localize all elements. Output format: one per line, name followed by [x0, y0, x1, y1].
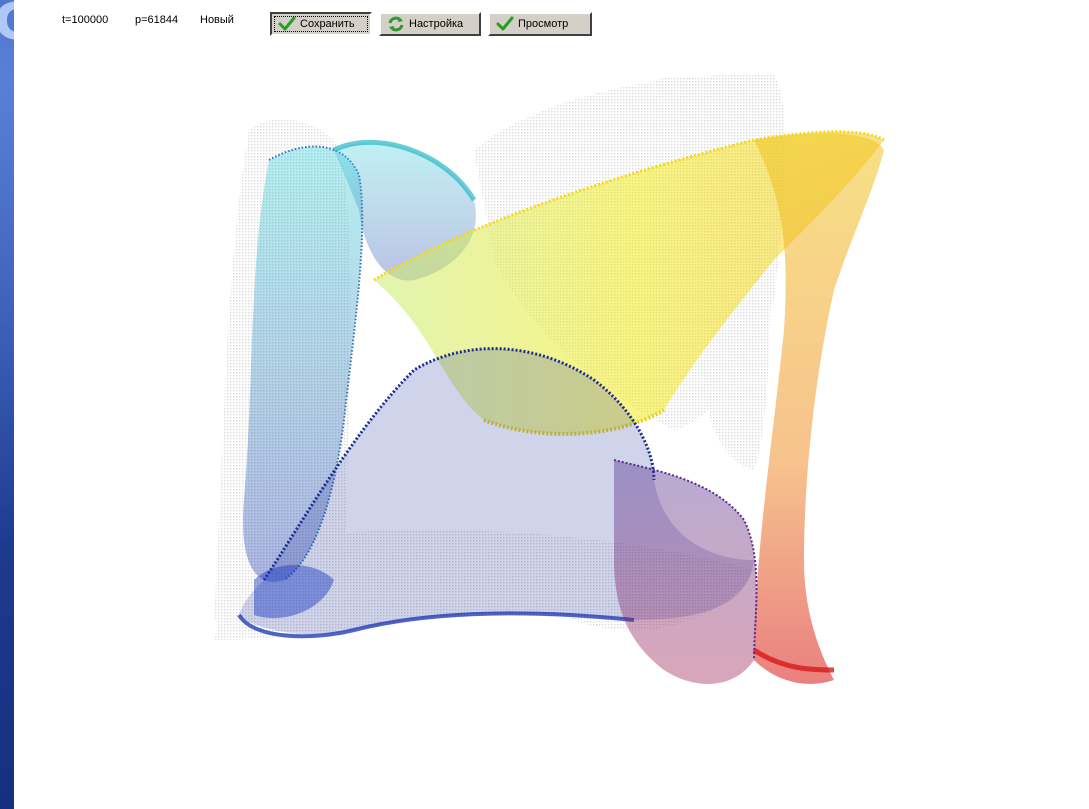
save-button-label: Сохранить [300, 18, 355, 30]
point-count-readout: p=61844 [135, 14, 179, 26]
yellow-surface [373, 130, 885, 436]
time-readout: t=100000 [62, 14, 109, 26]
view-button-label: Просмотр [518, 18, 569, 30]
view-button[interactable]: Просмотр [488, 12, 592, 36]
violet-surface [613, 459, 758, 684]
orange-surface [752, 133, 884, 684]
plot-window: t=100000 p=61844 Новый Сохранить Настрой… [14, 0, 1089, 809]
settings-button-label: Настройка [409, 18, 464, 30]
check-icon [496, 16, 514, 32]
attractor-plot [214, 74, 885, 684]
mode-label: Новый [200, 14, 234, 26]
settings-button[interactable]: Настройка [379, 12, 481, 36]
refresh-icon [387, 16, 405, 32]
save-button[interactable]: Сохранить [270, 12, 372, 36]
check-icon [278, 16, 296, 32]
